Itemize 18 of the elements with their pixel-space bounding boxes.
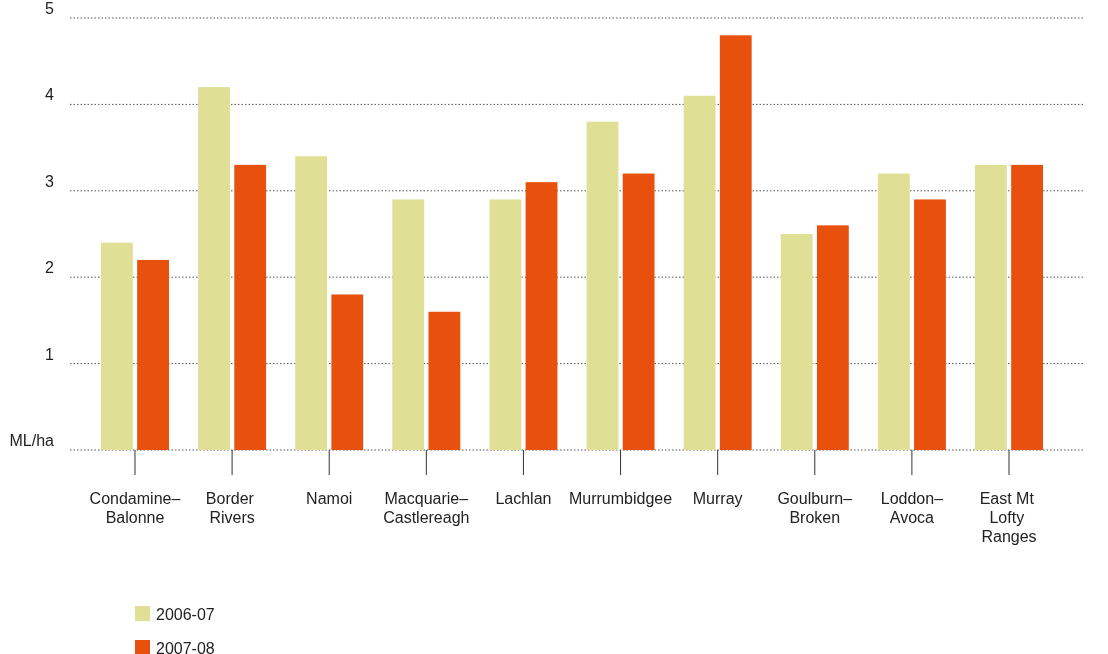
x-tick-label: Goulburn–Broken [777,490,853,527]
y-tick-label: ML/ha [9,432,55,449]
x-tick-label: Namoi [306,490,353,507]
x-tick-label: Border Rivers [205,490,259,527]
x-tick-label: Macquarie–Castlereagh [383,490,470,527]
legend-label: 2007-08 [156,640,215,654]
x-tick-label: Condamine–Balonne [89,490,181,527]
x-tick-label: Loddon–Avoca [880,490,944,527]
x-tick-label: Lachlan [495,490,552,507]
x-tick-label: Murray [692,490,743,507]
legend-label: 2006-07 [156,606,215,623]
y-tick-label: 5 [45,0,55,17]
x-tick-label: East Mt Lofty Ranges [979,490,1039,546]
x-tick-label: Murrumbidgee [568,490,673,507]
y-tick-label: 2 [45,259,55,277]
y-tick-label: 4 [45,86,55,104]
y-tick-label: 3 [45,172,55,190]
y-tick-label: 1 [45,345,55,363]
